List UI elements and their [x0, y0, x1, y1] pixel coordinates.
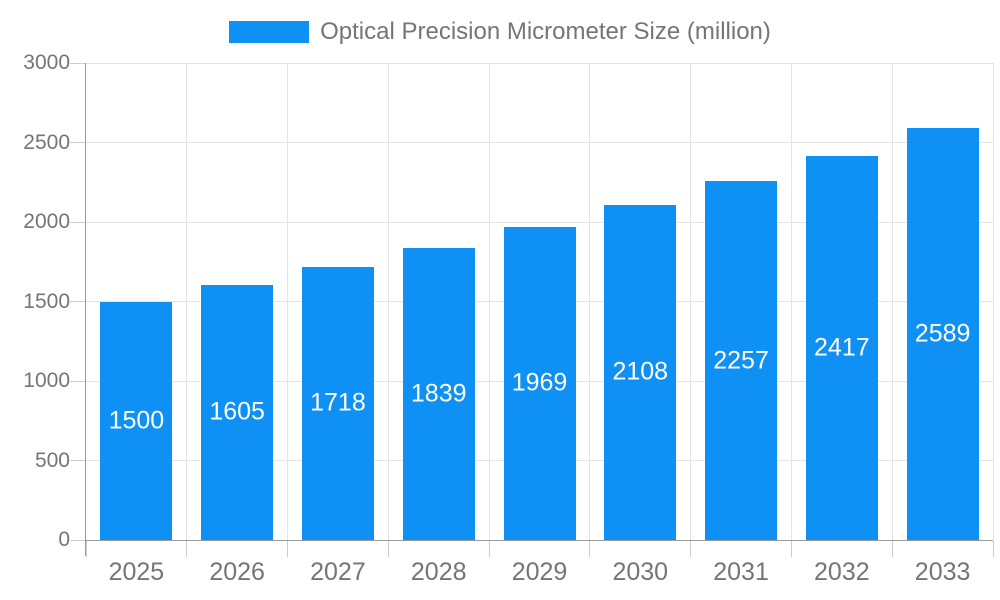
x-axis-tick — [891, 541, 893, 557]
y-axis-tick — [70, 142, 86, 143]
bar-value-label: 2417 — [814, 333, 870, 362]
y-axis-tick — [70, 221, 86, 223]
x-axis-line — [85, 540, 993, 541]
gridline-horizontal — [86, 62, 993, 64]
x-axis-tick — [85, 541, 87, 557]
bar: 1969 — [503, 226, 576, 540]
x-axis-tick — [488, 541, 490, 557]
bar-value-label: 1500 — [108, 406, 165, 435]
bar: 2257 — [705, 181, 778, 540]
bar-value-label: 2257 — [713, 346, 769, 375]
gridline-vertical — [287, 63, 289, 540]
bar: 2108 — [604, 204, 677, 540]
legend: Optical Precision Micrometer Size (milli… — [0, 20, 1000, 44]
x-axis-tick — [992, 541, 994, 557]
y-axis-tick — [70, 301, 86, 302]
y-axis-label: 3000 — [23, 51, 70, 74]
legend-label: Optical Precision Micrometer Size (milli… — [320, 18, 771, 45]
x-axis-label: 2030 — [612, 558, 669, 586]
bar-value-label: 1969 — [511, 368, 568, 397]
x-axis-label: 2031 — [713, 558, 769, 586]
y-axis-tick — [70, 62, 86, 64]
bar: 1839 — [402, 247, 475, 540]
bar-value-label: 2589 — [914, 319, 971, 348]
y-axis-tick — [70, 539, 86, 541]
y-axis-label: 2000 — [23, 210, 70, 233]
x-axis-tick — [387, 541, 389, 557]
gridline-vertical — [186, 63, 188, 540]
x-axis-tick — [790, 541, 792, 557]
x-axis-tick — [589, 541, 591, 557]
x-axis-label: 2026 — [209, 558, 265, 586]
gridline-horizontal — [86, 142, 993, 143]
bar: 1500 — [100, 301, 173, 540]
x-axis-label: 2029 — [511, 558, 568, 586]
bar: 2589 — [906, 128, 979, 540]
bar: 1718 — [301, 266, 374, 540]
x-axis-label: 2025 — [108, 558, 165, 586]
bar-value-label: 1605 — [209, 397, 265, 426]
x-axis-tick — [287, 541, 289, 557]
y-axis-label: 1500 — [23, 289, 70, 313]
bar: 1605 — [201, 284, 274, 540]
y-axis-label: 0 — [58, 528, 70, 551]
x-axis-tick — [690, 541, 692, 557]
x-axis-label: 2033 — [914, 558, 971, 586]
gridline-horizontal — [86, 221, 993, 223]
bar-value-label: 1718 — [310, 388, 366, 417]
gridline-vertical — [992, 63, 994, 540]
bar-value-label: 1839 — [410, 379, 467, 408]
y-axis-tick — [70, 380, 86, 382]
gridline-vertical — [690, 63, 692, 540]
legend-swatch — [229, 21, 310, 43]
bar: 2417 — [805, 155, 878, 540]
gridline-vertical — [488, 63, 490, 540]
bar-value-label: 2108 — [612, 357, 669, 386]
y-axis-tick — [70, 460, 86, 461]
y-axis-line — [85, 63, 86, 556]
x-axis-label: 2032 — [814, 558, 870, 586]
gridline-vertical — [891, 63, 893, 540]
y-axis-label: 2500 — [23, 130, 70, 154]
x-axis-label: 2028 — [410, 558, 467, 586]
gridline-vertical — [790, 63, 792, 540]
gridline-vertical — [589, 63, 591, 540]
gridline-vertical — [387, 63, 389, 540]
y-axis-label: 1000 — [23, 369, 70, 392]
y-axis-label: 500 — [34, 448, 70, 472]
x-axis-label: 2027 — [310, 558, 366, 586]
x-axis-tick — [186, 541, 188, 557]
